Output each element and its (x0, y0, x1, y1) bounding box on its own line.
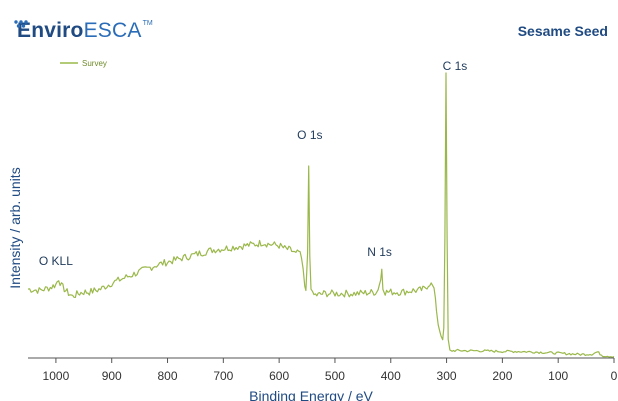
x-tick-label-800: 800 (158, 369, 178, 383)
enviroesca-logo: EnviroESCA TM (14, 18, 153, 44)
peak-label-n-1s: N 1s (367, 245, 392, 259)
sample-title: Sesame Seed (517, 23, 608, 39)
x-tick-label-200: 200 (492, 369, 512, 383)
x-tick-label-1000: 1000 (43, 369, 70, 383)
series-line-survey (27, 72, 615, 358)
x-tick-label-0: 0 (611, 369, 618, 383)
x-tick-label-100: 100 (548, 369, 568, 383)
logo-dots-icon (14, 20, 28, 28)
x-tick-label-500: 500 (325, 369, 345, 383)
logo-name-bold: Enviro (17, 19, 84, 42)
peak-label-c-1s: C 1s (443, 59, 468, 73)
peak-label-o-1s: O 1s (297, 128, 322, 142)
x-tick-label-400: 400 (381, 369, 401, 383)
x-tick-label-300: 300 (437, 369, 457, 383)
x-tick-label-600: 600 (269, 369, 289, 383)
x-tick-label-900: 900 (102, 369, 122, 383)
logo-trademark: TM (142, 20, 153, 27)
x-axis-label: Binding Energy / eV (249, 388, 373, 401)
logo-name-light: ESCA (83, 19, 142, 42)
peak-label-o-kll: O KLL (39, 254, 73, 268)
legend-label: Survey (82, 59, 107, 68)
logo-wordmark: EnviroESCA (17, 18, 142, 44)
x-tick-label-700: 700 (213, 369, 233, 383)
y-axis-label: Intensity / arb. units (7, 167, 23, 288)
